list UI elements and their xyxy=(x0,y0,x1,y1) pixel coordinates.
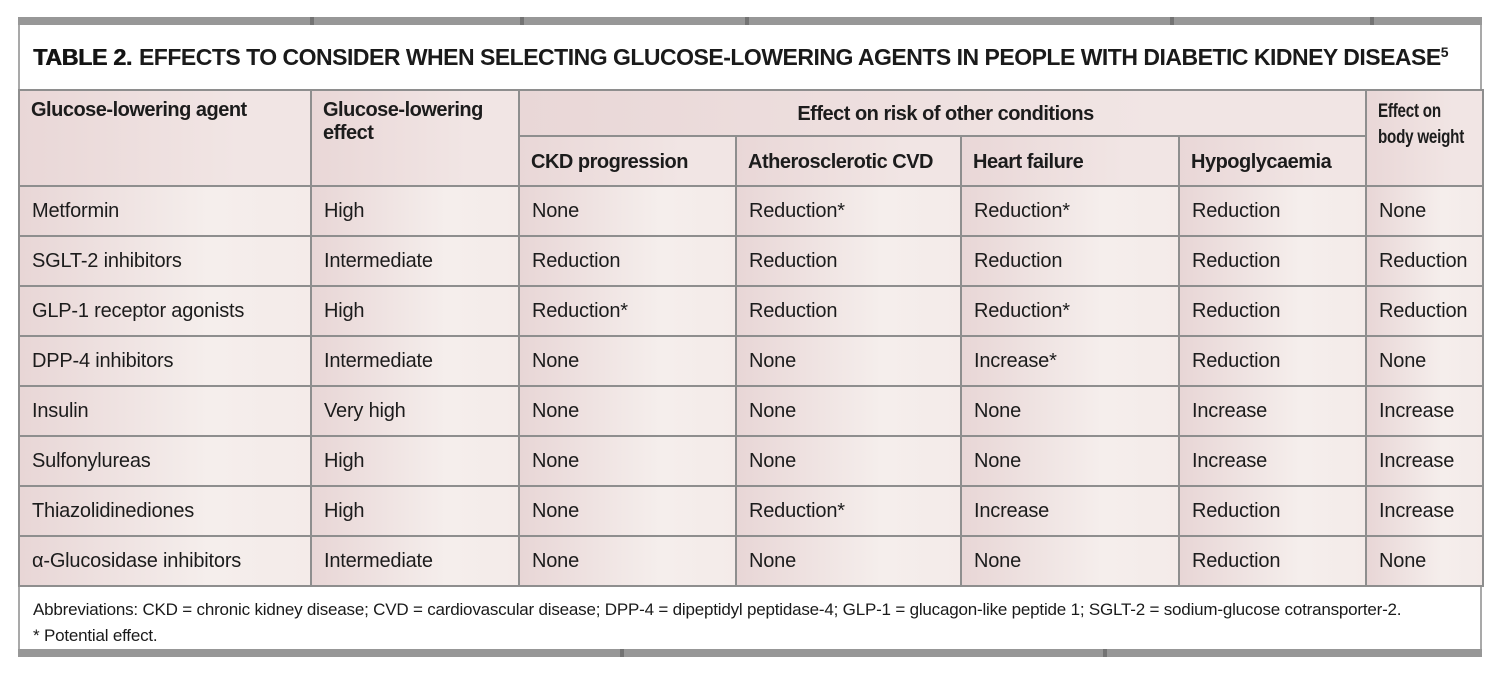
border-notch xyxy=(1370,17,1374,25)
table-cell: Reduction xyxy=(518,235,737,287)
table-cell: SGLT-2 inhibitors xyxy=(18,235,312,287)
table-cell: Increase xyxy=(1177,385,1368,437)
table-cell: Increase xyxy=(1365,435,1485,487)
border-notch xyxy=(620,649,624,657)
table-title-reference: 5 xyxy=(1440,44,1449,60)
table-cell: Increase xyxy=(1365,385,1485,437)
table-cell: Reduction xyxy=(1177,285,1368,337)
border-notch xyxy=(1170,17,1174,25)
table-cell: Increase xyxy=(1365,485,1485,537)
table-cell: α-Glucosidase inhibitors xyxy=(18,535,312,587)
table-cell: Increase xyxy=(960,485,1180,537)
table-row: DPP-4 inhibitors Intermediate None None … xyxy=(18,335,1485,387)
header-other-conditions-group: Effect on risk of other conditions xyxy=(517,89,1368,137)
table-title-block: TABLE 2. EFFECTS TO CONSIDER WHEN SELECTI… xyxy=(18,25,1482,89)
table-cell: Reduction xyxy=(1365,235,1485,287)
header-glucose-effect: Glucose-lowering effect xyxy=(310,89,520,187)
table-cell: Sulfonylureas xyxy=(18,435,312,487)
table-cell: GLP-1 receptor agonists xyxy=(18,285,312,337)
table-cell: None xyxy=(960,435,1180,487)
abbreviations-note: Abbreviations: CKD = chronic kidney dise… xyxy=(33,600,1402,619)
table-title-text: EFFECTS TO CONSIDER WHEN SELECTING GLUCO… xyxy=(138,44,1441,70)
table-cell: DPP-4 inhibitors xyxy=(18,335,312,387)
table-cell: Insulin xyxy=(18,385,312,437)
potential-effect-note: * Potential effect. xyxy=(33,626,158,646)
table-cell: None xyxy=(518,485,737,537)
table-cell: Increase* xyxy=(960,335,1180,387)
border-notch xyxy=(745,17,749,25)
table-cell: High xyxy=(310,285,520,337)
border-notch xyxy=(1103,649,1107,657)
table-row: Thiazolidinediones High None Reduction* … xyxy=(18,485,1485,537)
table-cell: None xyxy=(1365,335,1485,387)
table-cell: Reduction xyxy=(1177,335,1368,387)
top-border-bar xyxy=(18,17,1482,25)
header-row-sub: CKD progression Atherosclerotic CVD Hear… xyxy=(19,135,1483,187)
header-hypoglycaemia: Hypoglycaemia xyxy=(1177,135,1368,187)
table-row: SGLT-2 inhibitors Intermediate Reduction… xyxy=(18,235,1485,287)
table-cell: Reduction* xyxy=(735,485,962,537)
border-notch xyxy=(520,17,524,25)
table-cell: None xyxy=(518,335,737,387)
table-cell: Metformin xyxy=(18,185,312,237)
table-cell: Intermediate xyxy=(310,535,520,587)
table-cell: None xyxy=(518,385,737,437)
table-cell: None xyxy=(518,185,737,237)
table-cell: Intermediate xyxy=(310,335,520,387)
table-cell: None xyxy=(518,435,737,487)
border-notch xyxy=(310,17,314,25)
table-row: Metformin High None Reduction* Reduction… xyxy=(18,185,1485,237)
header-row-group: Glucose-lowering agent Glucose-lowering … xyxy=(18,89,1485,187)
table-cell: None xyxy=(960,535,1180,587)
table-row: Insulin Very high None None None Increas… xyxy=(18,385,1485,437)
table-cell: Reduction xyxy=(1365,285,1485,337)
table-row: α-Glucosidase inhibitors Intermediate No… xyxy=(18,535,1485,587)
table-cell: Reduction xyxy=(735,235,962,287)
table-cell: None xyxy=(735,435,962,487)
table-cell: Reduction* xyxy=(735,185,962,237)
table-cell: Reduction xyxy=(1177,235,1368,287)
table-cell: None xyxy=(735,535,962,587)
table-row: Sulfonylureas High None None None Increa… xyxy=(18,435,1485,487)
table-cell: High xyxy=(310,185,520,237)
table-cell: Reduction xyxy=(1177,485,1368,537)
bottom-border-bar xyxy=(18,649,1482,657)
table-cell: None xyxy=(1365,185,1485,237)
table-cell: None xyxy=(735,335,962,387)
table-cell: Thiazolidinediones xyxy=(18,485,312,537)
table-cell: High xyxy=(310,485,520,537)
header-heart-failure: Heart failure xyxy=(960,135,1180,187)
table-panel: TABLE 2. EFFECTS TO CONSIDER WHEN SELECTI… xyxy=(18,17,1485,657)
table-cell: Reduction xyxy=(1177,535,1368,587)
header-ckd-progression: CKD progression xyxy=(518,135,737,187)
table-cell: Reduction* xyxy=(960,185,1180,237)
table-cell: Very high xyxy=(310,385,520,437)
table-header: Glucose-lowering agent Glucose-lowering … xyxy=(18,89,1485,187)
header-atherosclerotic-cvd: Atherosclerotic CVD xyxy=(735,135,962,187)
table-cell: High xyxy=(310,435,520,487)
table-cell: Reduction xyxy=(1177,185,1368,237)
table-cell: Reduction xyxy=(735,285,962,337)
header-agent: Glucose-lowering agent xyxy=(18,89,312,187)
effects-table: Glucose-lowering agent Glucose-lowering … xyxy=(18,89,1485,587)
table-number-label: TABLE 2. xyxy=(33,44,132,70)
table-cell: None xyxy=(960,385,1180,437)
table-cell: None xyxy=(735,385,962,437)
table-footnote: Abbreviations: CKD = chronic kidney dise… xyxy=(18,587,1482,649)
table-cell: Increase xyxy=(1177,435,1368,487)
table-cell: None xyxy=(518,535,737,587)
table-cell: Reduction xyxy=(960,235,1180,287)
table-cell: Reduction* xyxy=(960,285,1180,337)
table-cell: Reduction* xyxy=(518,285,737,337)
header-body-weight-label: Effect on body weight xyxy=(1378,101,1465,148)
table-cell: None xyxy=(1365,535,1485,587)
table-cell: Intermediate xyxy=(310,235,520,287)
header-body-weight: Effect on body weight xyxy=(1365,89,1485,187)
table-body: Metformin High None Reduction* Reduction… xyxy=(18,185,1485,587)
table-row: GLP-1 receptor agonists High Reduction* … xyxy=(18,285,1485,337)
